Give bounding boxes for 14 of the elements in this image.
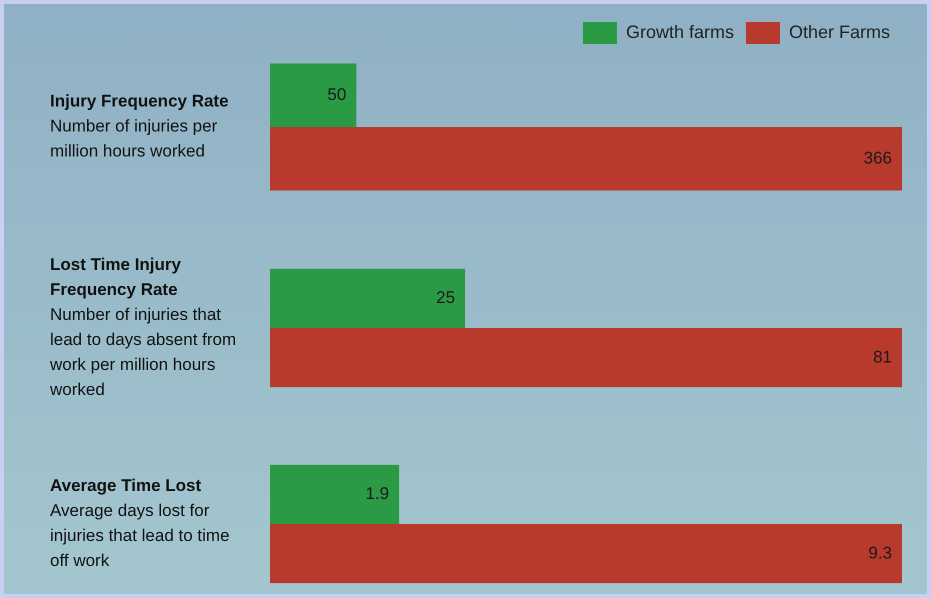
data-label: 25 xyxy=(436,288,456,308)
data-label: 1.9 xyxy=(365,484,390,504)
data-label: 366 xyxy=(864,148,892,168)
text: Lost Time Injury Frequency Rate xyxy=(50,255,182,300)
text: Average Time Lost xyxy=(50,476,202,496)
data-label: 9.3 xyxy=(868,543,892,562)
legend-label: Growth farms xyxy=(626,22,734,42)
data-label: 81 xyxy=(873,347,892,366)
text: Injury Frequency Rate xyxy=(50,92,229,111)
text: Average days lost for injuries that lead to time off work xyxy=(50,501,230,570)
data-label: 50 xyxy=(327,84,346,104)
text: Number of injuries per million hours worked xyxy=(50,116,218,161)
legend-label: Other Farms xyxy=(788,22,890,42)
text: Number of injuries that lead to days absent from work per million hours worked xyxy=(49,305,236,400)
